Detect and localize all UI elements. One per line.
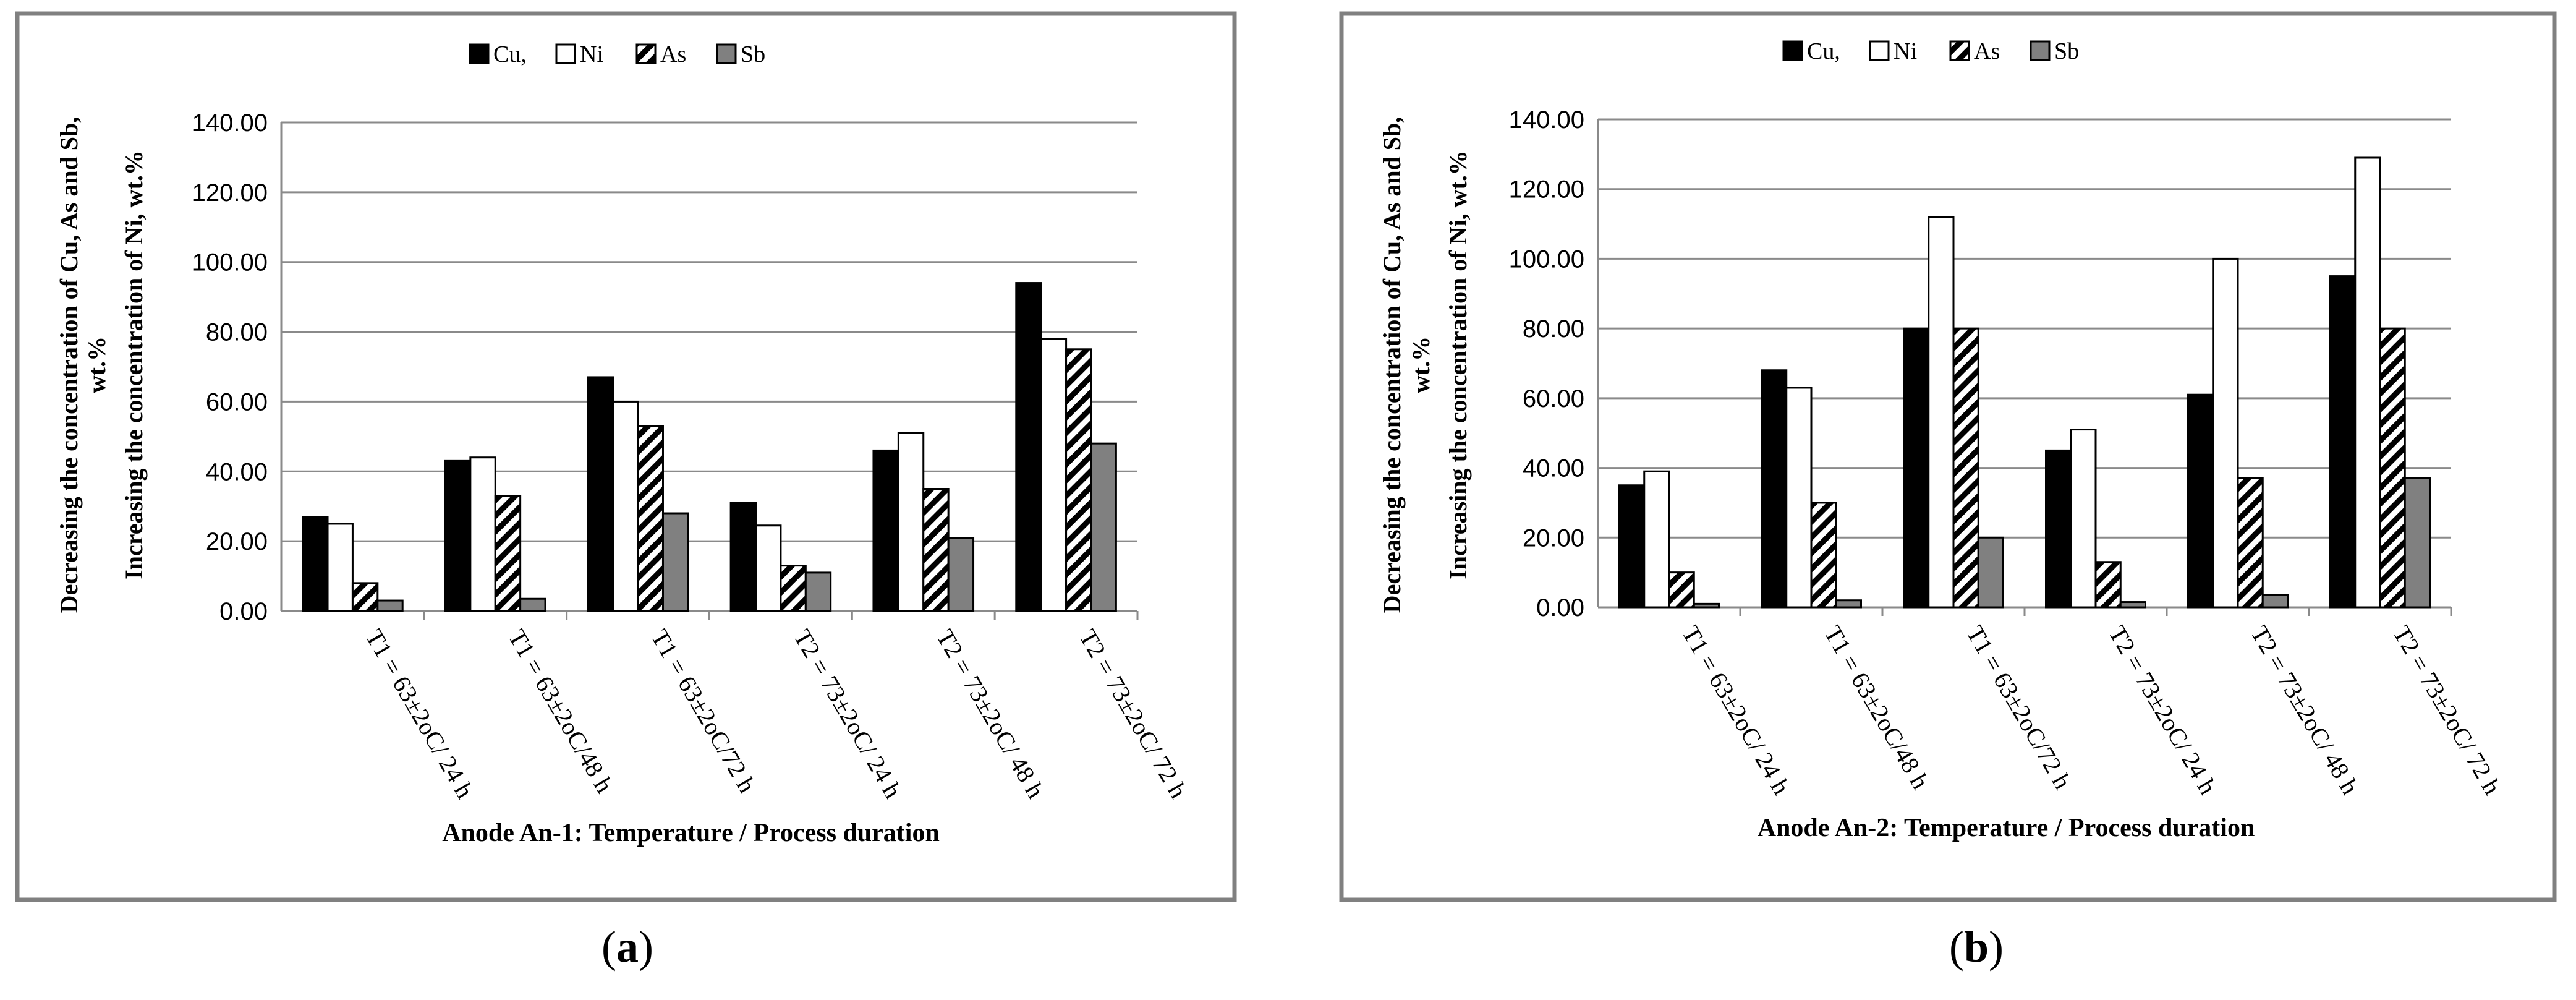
bar-sb-1 bbox=[376, 599, 404, 612]
y-axis-label: Increasing the concentration of Ni, wt.% bbox=[120, 150, 148, 579]
y-tick-label: 80.00 bbox=[1523, 315, 1584, 343]
bar-as-1 bbox=[351, 582, 379, 612]
bar-ni-4 bbox=[2070, 429, 2097, 609]
legend-swatch-as bbox=[635, 43, 657, 64]
bar-cu-6 bbox=[1015, 282, 1042, 612]
bar-sb-4 bbox=[804, 571, 832, 612]
bar-as-4 bbox=[780, 565, 807, 612]
y-tick-label: 20.00 bbox=[206, 528, 268, 555]
y-tick-label: 0.00 bbox=[219, 598, 268, 625]
bar-cu-2 bbox=[1761, 369, 1788, 609]
bar-as-3 bbox=[1952, 327, 1979, 609]
bar-sb-5 bbox=[2261, 594, 2289, 609]
bar-ni-2 bbox=[1785, 387, 1813, 609]
y-tick-label: 20.00 bbox=[1523, 524, 1584, 552]
y-axis-label: Decreasing the concentration of Cu, As a… bbox=[1378, 117, 1406, 613]
y-axis-label: wt.% bbox=[1407, 336, 1435, 393]
panel-label-b: (b) bbox=[1949, 922, 2004, 972]
bar-as-6 bbox=[2379, 327, 2406, 609]
y-tick-label: 0.00 bbox=[1536, 594, 1584, 622]
chart-panel-b: 0.00 20.00 40.00 60.00 80.00 100.00 120.00 140.… bbox=[1339, 11, 2557, 902]
y-tick-label: 80.00 bbox=[206, 319, 268, 346]
bar-as-6 bbox=[1065, 348, 1092, 612]
legend-label-sb: Sb bbox=[741, 41, 765, 67]
x-axis-label: Anode An-1: Temperature / Process durati… bbox=[442, 819, 940, 847]
y-tick-label: 60.00 bbox=[1523, 385, 1584, 412]
bar-ni-6 bbox=[2354, 156, 2381, 609]
legend-swatch-cu bbox=[1782, 40, 1803, 61]
panel-label-a: (a) bbox=[601, 922, 653, 972]
y-tick-label: 140.00 bbox=[1509, 106, 1584, 134]
y-tick-label: 140.00 bbox=[192, 109, 268, 137]
legend-swatch-sb bbox=[716, 43, 737, 64]
bar-ni-6 bbox=[1040, 338, 1068, 612]
bar-sb-6 bbox=[2404, 477, 2431, 609]
legend-label-ni: Ni bbox=[580, 41, 603, 67]
legend-swatch-ni bbox=[1869, 40, 1890, 61]
bar-cu-1 bbox=[302, 516, 329, 612]
y-axis-label: Increasing the concentration of Ni, wt.% bbox=[1444, 150, 1472, 579]
bar-as-1 bbox=[1668, 571, 1695, 609]
bar-cu-6 bbox=[2329, 275, 2357, 609]
y-tick-label: 100.00 bbox=[1509, 246, 1584, 273]
legend-label-cu: Cu, bbox=[1807, 38, 1840, 64]
legend-label-as: As bbox=[660, 41, 686, 67]
bar-cu-5 bbox=[2187, 393, 2214, 609]
bar-cu-2 bbox=[444, 459, 472, 612]
bar-sb-6 bbox=[1090, 442, 1117, 612]
bar-sb-3 bbox=[1977, 536, 2004, 609]
bar-ni-3 bbox=[612, 400, 639, 612]
bar-ni-5 bbox=[2212, 257, 2239, 609]
bar-as-5 bbox=[2237, 477, 2264, 609]
bar-as-3 bbox=[637, 425, 664, 612]
legend-swatch-as bbox=[1949, 40, 1970, 61]
y-tick-label: 100.00 bbox=[192, 249, 268, 276]
legend-label-cu: Cu, bbox=[493, 41, 527, 67]
bar-sb-1 bbox=[1693, 602, 1720, 609]
y-tick-label: 120.00 bbox=[192, 179, 268, 207]
bar-ni-4 bbox=[755, 524, 782, 612]
legend-swatch-ni bbox=[555, 43, 576, 64]
legend-swatch-cu bbox=[469, 43, 490, 64]
bar-as-4 bbox=[2094, 561, 2122, 609]
chart-panel-a: 0.00 20.00 40.00 60.00 80.00 100.00 120.00 140.… bbox=[15, 11, 1237, 902]
bar-cu-1 bbox=[1618, 484, 1646, 609]
y-tick-label: 120.00 bbox=[1509, 176, 1584, 203]
bar-sb-3 bbox=[661, 512, 689, 612]
legend-label-as: As bbox=[1974, 38, 2000, 64]
x-axis-label: Anode An-2: Temperature / Process durati… bbox=[1758, 814, 2255, 842]
bar-ni-3 bbox=[1928, 216, 1955, 609]
bar-cu-4 bbox=[2045, 449, 2072, 609]
bar-as-2 bbox=[1810, 502, 1837, 609]
bar-as-2 bbox=[494, 495, 522, 612]
bar-cu-5 bbox=[872, 449, 899, 612]
bar-ni-2 bbox=[469, 456, 496, 612]
bar-ni-1 bbox=[326, 523, 354, 612]
y-axis-label: wt.% bbox=[83, 336, 111, 393]
y-axis-label: Decreasing the concentration of Cu, As a… bbox=[55, 117, 83, 613]
bar-sb-4 bbox=[2119, 601, 2146, 609]
bar-ni-1 bbox=[1643, 470, 1670, 609]
bar-as-5 bbox=[922, 488, 950, 612]
y-tick-label: 40.00 bbox=[1523, 455, 1584, 482]
legend-label-sb: Sb bbox=[2054, 38, 2079, 64]
bar-sb-5 bbox=[947, 537, 975, 612]
y-tick-label: 40.00 bbox=[206, 458, 268, 485]
bar-sb-2 bbox=[1835, 599, 1862, 609]
legend-label-ni: Ni bbox=[1894, 38, 1917, 64]
y-tick-label: 60.00 bbox=[206, 388, 268, 416]
bar-cu-3 bbox=[1903, 327, 1930, 609]
bar-cu-4 bbox=[729, 502, 757, 612]
bar-ni-5 bbox=[897, 432, 925, 612]
legend-swatch-sb bbox=[2030, 40, 2051, 61]
bar-sb-2 bbox=[519, 597, 546, 612]
bar-cu-3 bbox=[587, 376, 614, 612]
